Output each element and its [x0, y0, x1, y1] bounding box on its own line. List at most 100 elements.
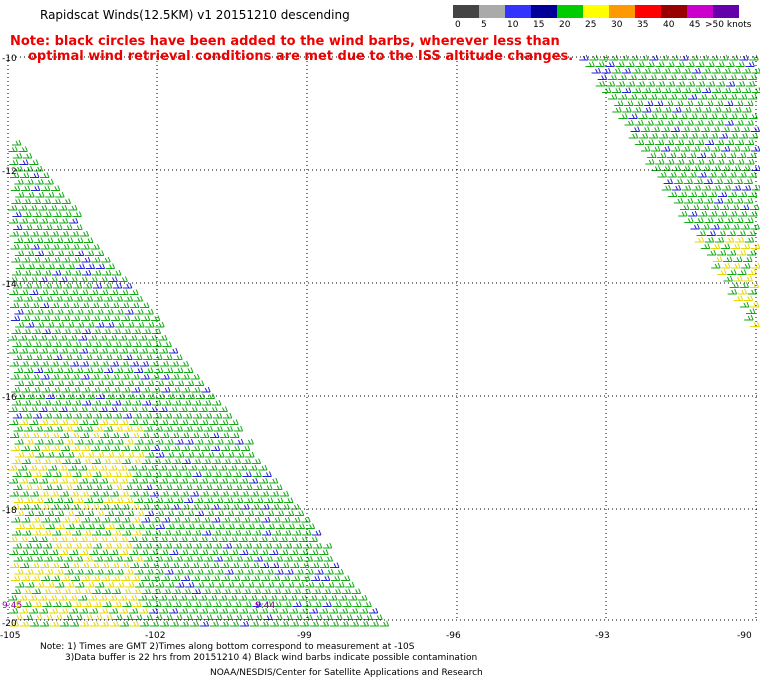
wind-barb [71, 588, 82, 594]
wind-barb [18, 217, 29, 224]
wind-barb [657, 152, 667, 158]
wind-barb [25, 321, 35, 328]
wind-barb [18, 406, 28, 412]
wind-barb [219, 549, 229, 555]
wind-barb [258, 477, 269, 484]
wind-barb [112, 282, 123, 289]
wind-barb [661, 67, 671, 74]
wind-barb [682, 106, 692, 113]
wind-barb [628, 113, 638, 119]
wind-barb [30, 315, 41, 321]
wind-barb [29, 360, 40, 367]
wind-barb [83, 484, 93, 490]
wind-barb [8, 594, 18, 601]
wind-barb [694, 236, 705, 243]
wind-barb [113, 484, 123, 490]
wind-barb [264, 497, 274, 503]
wind-barb [65, 451, 75, 458]
wind-barb [271, 516, 281, 523]
wind-barb [59, 490, 70, 497]
wind-barb [249, 549, 259, 555]
wind-barb [625, 61, 635, 67]
wind-barb [33, 555, 44, 562]
wind-barb [174, 497, 184, 503]
wind-barb [291, 516, 301, 523]
wind-barb [61, 256, 71, 263]
wind-barb [235, 523, 246, 529]
wind-barb [102, 341, 112, 347]
wind-barb [124, 367, 134, 373]
wind-barb [92, 412, 103, 419]
legend-swatch [687, 5, 713, 18]
wind-barb [163, 614, 173, 620]
wind-barb [163, 555, 174, 562]
wind-barb [50, 373, 60, 380]
wind-barb [258, 607, 269, 614]
wind-barb [40, 185, 51, 191]
wind-barb [654, 139, 665, 145]
wind-barb [705, 158, 715, 165]
wind-barb [100, 373, 110, 380]
wind-barb [110, 432, 120, 438]
wind-barb [269, 490, 280, 497]
wind-barb [60, 575, 71, 581]
wind-barb [154, 497, 164, 503]
legend-swatch [505, 5, 531, 18]
wind-barb [655, 61, 665, 67]
wind-barb [152, 542, 163, 549]
wind-barb [645, 158, 655, 165]
wind-barb [195, 581, 205, 588]
wind-barb [139, 360, 150, 367]
wind-barb [142, 542, 153, 549]
wind-barb [254, 568, 264, 575]
wind-barb [268, 536, 278, 542]
footnote-line-2: 3)Data buffer is 22 hrs from 20151210 4)… [65, 653, 478, 663]
wind-barb [8, 217, 19, 224]
lon-label-102: -102 [145, 631, 165, 641]
wind-barb [52, 412, 63, 419]
wind-barb [41, 516, 51, 523]
wind-barb [70, 302, 80, 308]
wind-barb [40, 315, 51, 321]
wind-barb [39, 419, 49, 425]
wind-barb [179, 549, 189, 555]
wind-barb [208, 607, 219, 614]
wind-barb [123, 614, 133, 620]
wind-barb [299, 620, 310, 627]
wind-barb [134, 438, 144, 445]
wind-barb [172, 471, 182, 477]
wind-barb [115, 581, 125, 588]
wind-barb [144, 497, 154, 503]
legend-label: 20 [559, 20, 571, 30]
wind-barb [180, 445, 191, 451]
wind-barb [630, 126, 641, 132]
wind-barb [188, 607, 199, 614]
lat-label-10: -10 [2, 54, 17, 64]
wind-barb [33, 295, 44, 302]
wind-barb [95, 523, 106, 529]
wind-barb [99, 490, 110, 497]
wind-barb [283, 555, 294, 562]
wind-barb [694, 217, 704, 223]
wind-barb [99, 620, 110, 627]
wind-barb [53, 224, 63, 230]
wind-barb [51, 256, 61, 263]
wind-barb [10, 373, 20, 380]
wind-barb [745, 80, 756, 87]
wind-barb [171, 516, 181, 523]
wind-barb [63, 425, 74, 432]
wind-barb [175, 581, 185, 588]
wind-barb [737, 191, 748, 197]
wind-barb [697, 152, 707, 158]
wind-barb [83, 295, 94, 302]
wind-barb [242, 601, 252, 607]
wind-barb [738, 210, 748, 217]
wind-barb [110, 575, 121, 581]
wind-barb [211, 516, 221, 523]
wind-barb [79, 289, 89, 295]
wind-barb [254, 497, 264, 503]
lon-label-105: -105 [0, 631, 20, 641]
wind-barb [215, 523, 226, 529]
wind-barb [41, 458, 52, 464]
wind-barb [638, 132, 649, 139]
